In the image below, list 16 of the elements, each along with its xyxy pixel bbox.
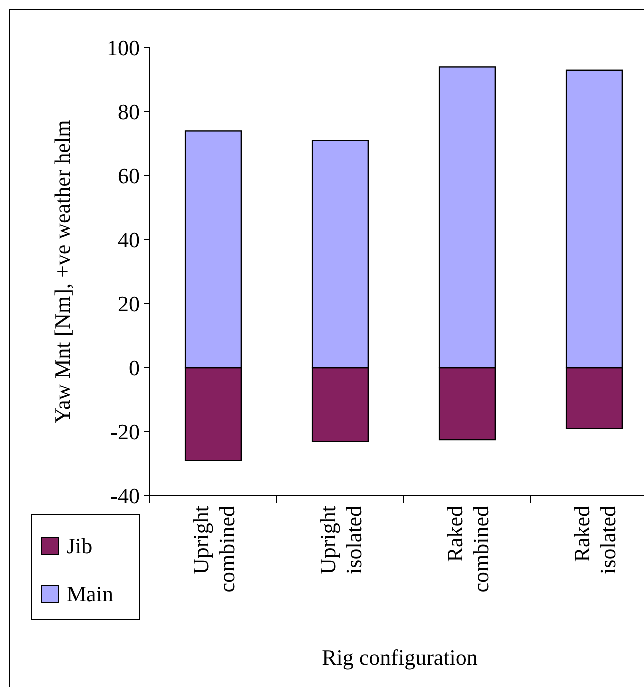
- y-axis-title: Yaw Mnt [Nm], +ve weather helm: [50, 120, 75, 424]
- y-tick-label: -20: [110, 420, 140, 445]
- x-tick-label: Upright isolated: [316, 506, 366, 574]
- x-tick-label: Raked combined: [442, 506, 494, 593]
- legend-label: Jib: [67, 534, 93, 559]
- y-tick-label: 80: [118, 100, 140, 125]
- x-tick-label: Raked isolated: [570, 506, 620, 574]
- y-tick-label: 100: [107, 36, 140, 61]
- x-tick-label: Upright combined: [188, 506, 240, 593]
- legend-label: Main: [67, 582, 114, 607]
- y-tick-label: 40: [118, 228, 140, 253]
- y-tick-label: -40: [110, 484, 140, 509]
- y-tick-label: 60: [118, 164, 140, 189]
- y-tick-label: 20: [118, 292, 140, 317]
- x-axis-title: Rig configuration: [322, 645, 478, 670]
- y-tick-label: 0: [129, 356, 140, 381]
